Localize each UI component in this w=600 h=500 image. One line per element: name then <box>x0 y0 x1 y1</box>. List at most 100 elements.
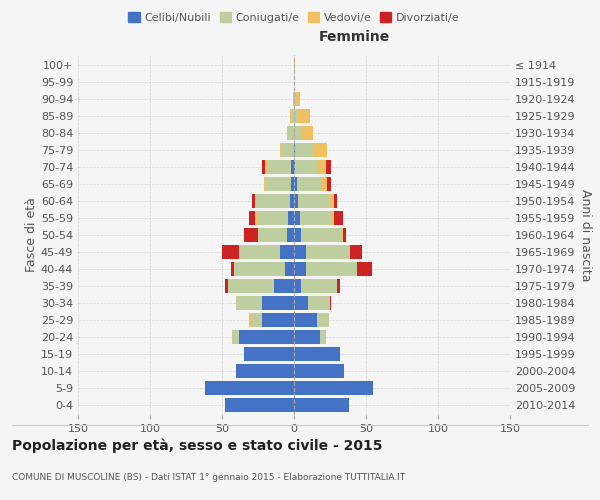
Bar <box>295 143 313 158</box>
Bar <box>251 312 262 327</box>
Bar <box>286 262 294 276</box>
Bar <box>301 228 341 242</box>
Y-axis label: Anni di nascita: Anni di nascita <box>579 188 592 281</box>
Bar <box>230 262 233 276</box>
Bar <box>287 228 294 242</box>
Bar <box>294 364 344 378</box>
Bar <box>295 92 300 106</box>
Bar <box>294 194 298 208</box>
Bar <box>334 211 343 225</box>
Bar <box>255 211 257 225</box>
Bar <box>262 312 294 327</box>
Bar <box>294 380 373 395</box>
Bar <box>250 312 251 327</box>
Bar <box>300 211 331 225</box>
Bar <box>294 143 295 158</box>
Bar <box>290 194 294 208</box>
Bar <box>349 245 350 259</box>
Bar <box>291 109 294 124</box>
Bar <box>262 160 265 174</box>
Bar <box>265 160 266 174</box>
Bar <box>294 160 295 174</box>
Bar <box>274 278 294 293</box>
Bar <box>293 92 294 106</box>
Bar <box>330 194 334 208</box>
Bar <box>280 143 281 158</box>
Bar <box>294 58 295 72</box>
Bar <box>317 160 326 174</box>
Bar <box>294 177 297 192</box>
Y-axis label: Fasce di età: Fasce di età <box>25 198 38 272</box>
Bar <box>330 296 331 310</box>
Bar <box>222 245 239 259</box>
Bar <box>331 211 334 225</box>
Bar <box>308 296 330 310</box>
Text: COMUNE DI MUSCOLINE (BS) - Dati ISTAT 1° gennaio 2015 - Elaborazione TUTTITALIA.: COMUNE DI MUSCOLINE (BS) - Dati ISTAT 1°… <box>12 473 405 482</box>
Bar <box>250 211 255 225</box>
Bar <box>266 160 291 174</box>
Bar <box>317 312 329 327</box>
Bar <box>252 194 255 208</box>
Bar <box>337 278 340 293</box>
Bar <box>294 245 305 259</box>
Bar <box>320 330 326 344</box>
Bar <box>257 211 288 225</box>
Bar <box>294 262 305 276</box>
Bar <box>305 245 349 259</box>
Bar <box>225 398 294 412</box>
Bar <box>228 278 274 293</box>
Text: Popolazione per età, sesso e stato civile - 2015: Popolazione per età, sesso e stato civil… <box>12 438 383 453</box>
Bar <box>290 109 291 124</box>
Bar <box>334 194 337 208</box>
Bar <box>294 92 295 106</box>
Bar <box>298 194 330 208</box>
Bar <box>236 296 262 310</box>
Bar <box>358 262 372 276</box>
Bar <box>291 160 294 174</box>
Bar <box>350 245 362 259</box>
Bar <box>294 346 340 361</box>
Bar <box>305 262 358 276</box>
Bar <box>239 245 280 259</box>
Bar <box>258 228 287 242</box>
Bar <box>295 160 317 174</box>
Bar <box>298 109 310 124</box>
Bar <box>297 177 322 192</box>
Bar <box>294 228 301 242</box>
Bar <box>236 364 294 378</box>
Bar <box>294 109 298 124</box>
Bar <box>327 177 331 192</box>
Bar <box>343 228 346 242</box>
Bar <box>205 380 294 395</box>
Bar <box>294 278 301 293</box>
Bar <box>313 143 327 158</box>
Bar <box>326 160 331 174</box>
Text: Femmine: Femmine <box>319 30 390 44</box>
Bar <box>291 177 294 192</box>
Bar <box>288 211 294 225</box>
Bar <box>294 211 300 225</box>
Bar <box>264 177 265 192</box>
Bar <box>281 143 294 158</box>
Bar <box>287 126 288 140</box>
Bar <box>225 278 228 293</box>
Bar <box>294 330 320 344</box>
Bar <box>294 296 308 310</box>
Bar <box>301 278 337 293</box>
Bar <box>244 228 258 242</box>
Bar <box>294 126 301 140</box>
Bar <box>255 194 290 208</box>
Bar <box>294 398 349 412</box>
Bar <box>265 177 291 192</box>
Bar <box>262 296 294 310</box>
Legend: Celibi/Nubili, Coniugati/e, Vedovi/e, Divorziati/e: Celibi/Nubili, Coniugati/e, Vedovi/e, Di… <box>124 8 464 28</box>
Bar <box>322 177 327 192</box>
Bar <box>294 312 317 327</box>
Bar <box>288 126 294 140</box>
Bar <box>280 245 294 259</box>
Bar <box>233 262 286 276</box>
Bar <box>239 330 294 344</box>
Bar <box>244 346 294 361</box>
Bar <box>341 228 343 242</box>
Bar <box>232 330 239 344</box>
